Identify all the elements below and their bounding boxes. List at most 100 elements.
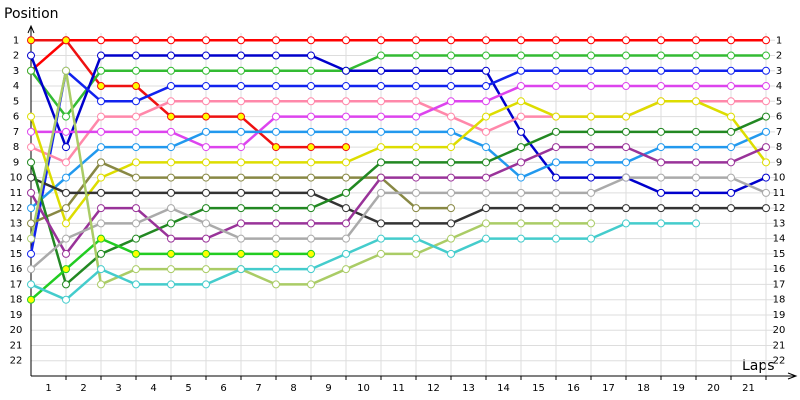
- series-line: [29, 115, 767, 287]
- y-tick-label: 15: [10, 249, 23, 260]
- series-line: [29, 54, 767, 195]
- point: [447, 51, 455, 60]
- point: [727, 97, 735, 106]
- point: [237, 36, 245, 45]
- point: [622, 51, 630, 60]
- point: [202, 112, 210, 121]
- point: [307, 51, 315, 60]
- point: [482, 158, 490, 167]
- point: [692, 204, 700, 213]
- point: [342, 66, 350, 75]
- point: [762, 143, 770, 152]
- point: [447, 158, 455, 167]
- point: [202, 82, 210, 91]
- point: [447, 219, 455, 228]
- point: [762, 66, 770, 75]
- point: [97, 51, 105, 60]
- point: [412, 219, 420, 228]
- point: [587, 143, 595, 152]
- point: [237, 249, 245, 258]
- y-tick-label-right: 9: [776, 157, 782, 168]
- y-tick-label: 21: [10, 340, 23, 351]
- x-axis-arrow: [787, 372, 798, 380]
- point: [272, 112, 280, 121]
- point: [587, 219, 595, 228]
- point: [167, 51, 175, 60]
- point: [412, 127, 420, 136]
- point: [482, 219, 490, 228]
- series-line: [31, 39, 346, 149]
- point: [62, 173, 70, 182]
- point: [27, 143, 35, 152]
- point: [167, 265, 175, 274]
- point: [342, 234, 350, 243]
- point: [412, 143, 420, 152]
- point: [482, 143, 490, 152]
- point: [97, 265, 105, 274]
- point: [202, 66, 210, 75]
- point: [657, 36, 665, 45]
- point: [97, 249, 105, 258]
- point: [237, 173, 245, 182]
- point: [552, 234, 560, 243]
- point: [237, 265, 245, 274]
- point: [412, 158, 420, 167]
- point: [237, 66, 245, 75]
- point: [447, 66, 455, 75]
- point: [272, 51, 280, 60]
- point: [377, 36, 385, 45]
- point: [552, 66, 560, 75]
- point: [272, 66, 280, 75]
- point: [412, 82, 420, 91]
- point: [657, 82, 665, 91]
- point: [342, 265, 350, 274]
- point: [412, 97, 420, 106]
- point: [412, 249, 420, 258]
- point: [307, 219, 315, 228]
- point: [657, 219, 665, 228]
- point: [517, 51, 525, 60]
- point: [762, 204, 770, 213]
- y-tick-label: 18: [10, 295, 23, 306]
- point: [657, 51, 665, 60]
- point: [307, 82, 315, 91]
- y-tick-label: 16: [10, 264, 23, 275]
- point: [657, 188, 665, 197]
- point: [727, 188, 735, 197]
- point: [447, 127, 455, 136]
- point: [307, 234, 315, 243]
- point: [447, 173, 455, 182]
- point: [657, 204, 665, 213]
- point: [692, 188, 700, 197]
- x-tick-label: 19: [672, 383, 685, 394]
- x-tick-label: 10: [357, 383, 370, 394]
- x-tick-label: 9: [325, 383, 331, 394]
- x-tick-label: 2: [80, 383, 86, 394]
- y-tick-label: 9: [13, 157, 19, 168]
- point: [307, 204, 315, 213]
- point: [342, 158, 350, 167]
- point: [727, 82, 735, 91]
- point: [307, 158, 315, 167]
- y-tick-label-right: 21: [773, 340, 786, 351]
- y-tick-label: 20: [10, 325, 23, 336]
- point: [307, 112, 315, 121]
- point: [202, 36, 210, 45]
- point: [167, 234, 175, 243]
- x-tick-label: 21: [742, 383, 755, 394]
- y-tick-label: 7: [13, 127, 19, 138]
- point: [517, 36, 525, 45]
- point: [272, 234, 280, 243]
- series-line: [30, 54, 766, 119]
- point: [97, 234, 105, 243]
- point: [692, 219, 700, 228]
- point: [132, 97, 140, 106]
- y-tick-label-right: 20: [773, 325, 786, 336]
- point: [447, 143, 455, 152]
- point: [167, 280, 175, 289]
- point: [272, 82, 280, 91]
- point: [202, 265, 210, 274]
- point: [552, 127, 560, 136]
- point: [27, 158, 35, 167]
- point: [482, 188, 490, 197]
